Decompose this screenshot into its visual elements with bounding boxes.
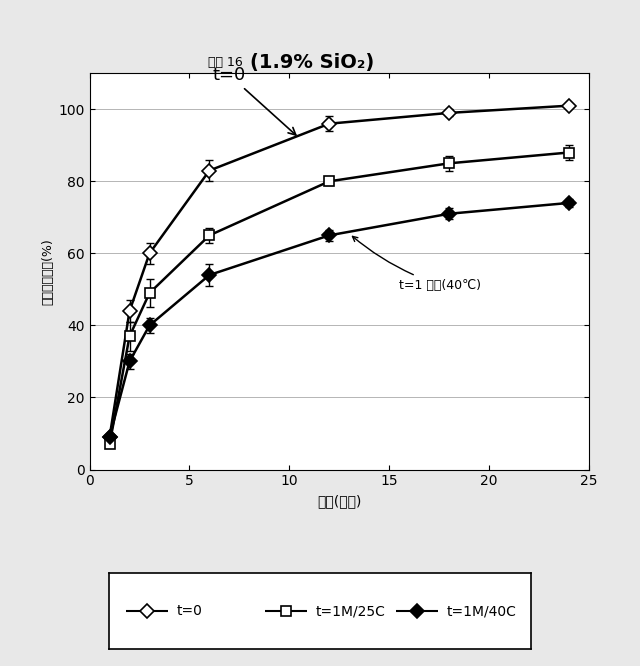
Text: 製剤 16: 製剤 16: [209, 56, 243, 69]
Y-axis label: 累積薬物放出(%): 累積薬物放出(%): [41, 238, 54, 305]
Text: t=1M/25C: t=1M/25C: [316, 604, 386, 618]
Text: t=1M/40C: t=1M/40C: [447, 604, 516, 618]
Text: t=0: t=0: [177, 604, 202, 618]
Text: (1.9% SiO₂): (1.9% SiO₂): [250, 53, 374, 72]
X-axis label: 時間(時間): 時間(時間): [317, 494, 362, 508]
Text: t=0: t=0: [212, 66, 296, 135]
Text: t=1 カ月(40℃): t=1 カ月(40℃): [353, 236, 481, 292]
